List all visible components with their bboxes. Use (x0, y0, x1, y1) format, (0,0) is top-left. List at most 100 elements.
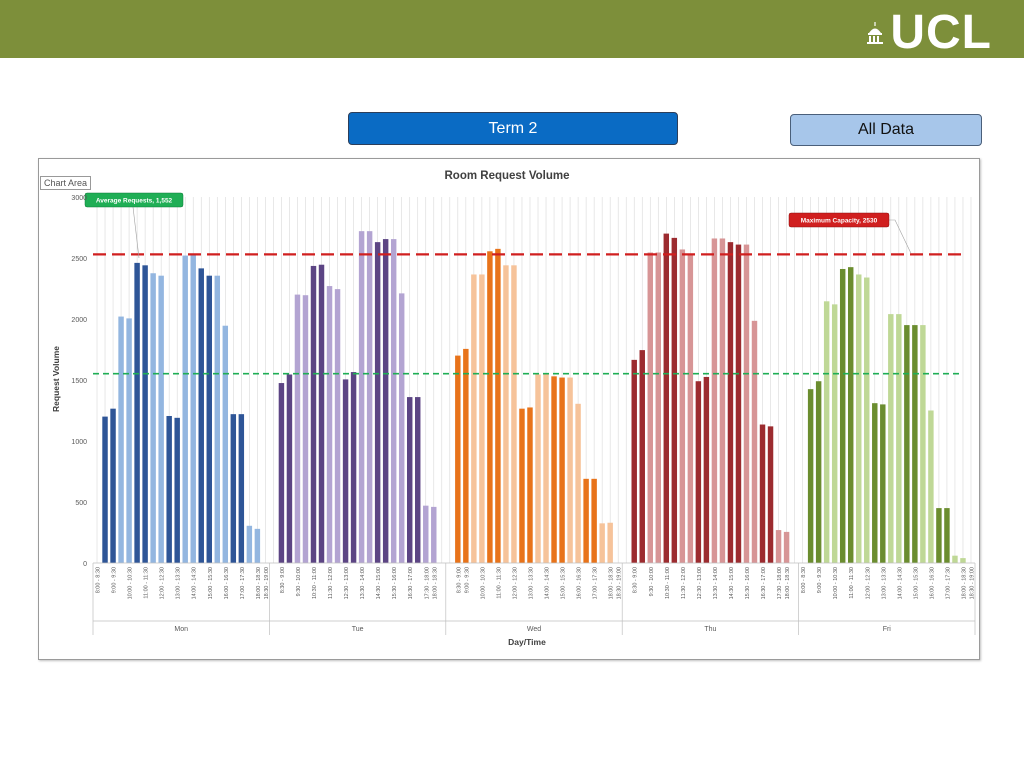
bar-fri-15[interactable] (920, 325, 926, 563)
bar-fri-1[interactable] (807, 389, 814, 563)
bar-mon-4[interactable] (126, 318, 132, 563)
bar-mon-7[interactable] (150, 273, 156, 563)
bar-fri-10[interactable] (880, 404, 886, 563)
bar-tue-1[interactable] (278, 383, 285, 563)
bar-tue-14[interactable] (382, 239, 389, 563)
bar-fri-12[interactable] (896, 314, 902, 563)
bar-tue-4[interactable] (302, 295, 309, 563)
bar-thu-20[interactable] (783, 531, 790, 563)
bar-thu-18[interactable] (767, 426, 774, 563)
bar-wed-13[interactable] (551, 376, 557, 563)
bar-tue-12[interactable] (366, 231, 373, 563)
bar-wed-11[interactable] (535, 374, 541, 563)
bar-tue-7[interactable] (326, 286, 333, 563)
bar-mon-16[interactable] (222, 325, 229, 563)
bar-thu-17[interactable] (759, 424, 766, 563)
bar-wed-6[interactable] (495, 248, 501, 563)
bar-wed-3[interactable] (471, 274, 477, 563)
bar-wed-9[interactable] (519, 408, 525, 563)
bar-tue-13[interactable] (374, 242, 381, 563)
bar-wed-20[interactable] (607, 522, 613, 563)
bar-thu-4[interactable] (655, 252, 662, 563)
bar-fri-8[interactable] (864, 277, 870, 563)
bar-thu-2[interactable] (639, 350, 645, 563)
bar-thu-12[interactable] (719, 238, 726, 563)
bar-thu-3[interactable] (647, 252, 653, 563)
bar-thu-14[interactable] (735, 244, 742, 563)
bar-wed-8[interactable] (511, 265, 517, 563)
bar-mon-15[interactable] (214, 275, 221, 563)
bar-fri-9[interactable] (872, 403, 878, 563)
bar-mon-3[interactable] (118, 316, 124, 563)
bar-fri-18[interactable] (944, 508, 950, 563)
bar-fri-19[interactable] (952, 555, 958, 563)
bar-tue-5[interactable] (310, 265, 317, 563)
bar-wed-18[interactable] (591, 478, 597, 563)
bar-mon-8[interactable] (158, 275, 164, 563)
bar-tue-2[interactable] (286, 374, 293, 563)
all-data-button[interactable]: All Data (790, 114, 982, 146)
bar-wed-14[interactable] (559, 377, 565, 563)
room-request-volume-chart[interactable]: Average Requests, 1,552 Maximum Capacity,… (39, 159, 979, 659)
bar-wed-7[interactable] (503, 265, 509, 563)
bar-tue-20[interactable] (431, 506, 437, 563)
bar-tue-15[interactable] (390, 239, 397, 563)
bar-wed-19[interactable] (599, 523, 605, 563)
bar-mon-17[interactable] (230, 414, 237, 563)
bar-tue-6[interactable] (318, 264, 325, 563)
bar-tue-18[interactable] (415, 397, 421, 563)
bar-tue-9[interactable] (342, 379, 349, 563)
bar-mon-20[interactable] (254, 528, 261, 563)
bar-mon-12[interactable] (190, 254, 196, 563)
bar-fri-11[interactable] (888, 314, 894, 563)
bar-tue-10[interactable] (350, 372, 357, 563)
bar-thu-19[interactable] (775, 530, 782, 563)
bar-wed-16[interactable] (575, 403, 581, 563)
bar-thu-10[interactable] (703, 376, 710, 563)
bar-mon-6[interactable] (142, 265, 148, 563)
bar-tue-3[interactable] (294, 294, 301, 563)
bar-mon-1[interactable] (102, 416, 108, 563)
bar-fri-2[interactable] (815, 381, 822, 563)
bar-mon-9[interactable] (166, 415, 172, 563)
bar-fri-6[interactable] (847, 267, 854, 563)
bar-wed-15[interactable] (567, 377, 573, 563)
bar-thu-16[interactable] (751, 320, 758, 563)
ucl-logo[interactable]: UCL (866, 9, 992, 57)
bar-fri-13[interactable] (904, 325, 910, 563)
bar-mon-13[interactable] (198, 268, 204, 563)
bar-mon-18[interactable] (238, 414, 245, 563)
bar-tue-8[interactable] (334, 289, 341, 563)
bar-thu-7[interactable] (679, 249, 686, 563)
term-2-button[interactable]: Term 2 (348, 112, 678, 145)
bar-mon-2[interactable] (110, 408, 116, 563)
bar-wed-12[interactable] (543, 374, 549, 563)
bar-mon-10[interactable] (174, 417, 180, 563)
bar-fri-20[interactable] (960, 558, 966, 563)
bar-wed-10[interactable] (527, 407, 533, 563)
bar-thu-6[interactable] (671, 237, 678, 563)
bar-thu-9[interactable] (695, 381, 702, 563)
bar-thu-5[interactable] (663, 233, 670, 563)
bar-wed-17[interactable] (583, 478, 589, 563)
bar-thu-11[interactable] (711, 238, 718, 563)
bar-tue-19[interactable] (423, 505, 429, 563)
bar-fri-16[interactable] (928, 410, 934, 564)
bar-fri-17[interactable] (936, 508, 942, 563)
bar-wed-2[interactable] (463, 348, 469, 563)
bar-wed-4[interactable] (479, 274, 485, 563)
bar-fri-7[interactable] (856, 274, 862, 563)
bar-fri-14[interactable] (912, 325, 918, 563)
bar-thu-1[interactable] (631, 359, 637, 563)
bar-wed-1[interactable] (455, 355, 461, 563)
bar-wed-5[interactable] (487, 251, 493, 563)
bar-tue-11[interactable] (358, 231, 365, 563)
bar-mon-14[interactable] (206, 275, 212, 563)
bar-thu-13[interactable] (727, 242, 734, 563)
bar-fri-5[interactable] (839, 268, 846, 563)
bar-mon-5[interactable] (134, 262, 140, 563)
bar-fri-3[interactable] (823, 301, 830, 563)
bar-thu-15[interactable] (743, 244, 750, 563)
bar-mon-11[interactable] (182, 255, 188, 563)
bar-fri-4[interactable] (831, 304, 838, 563)
